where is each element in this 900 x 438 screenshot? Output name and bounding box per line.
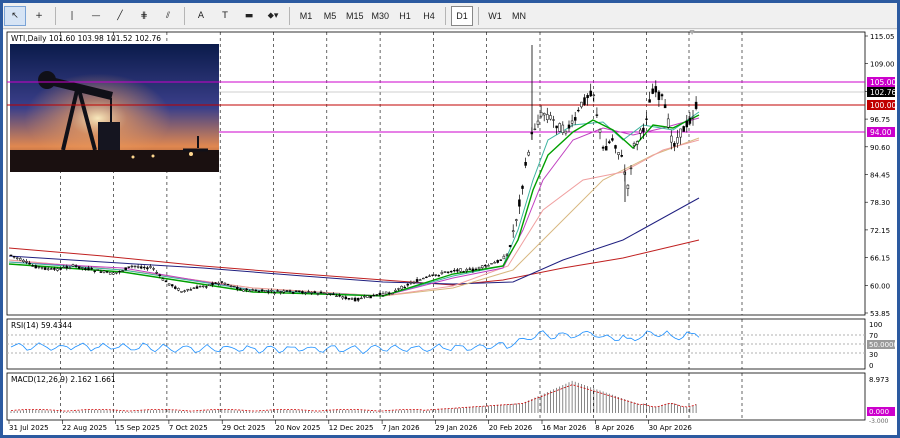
macd-signal-line: [10, 384, 697, 412]
candlesticks: [9, 45, 698, 303]
price-tick: 66.15: [870, 255, 890, 263]
price-axis[interactable]: 115.05109.00102.9596.7590.6084.4578.3072…: [865, 33, 895, 318]
timeframe-d1[interactable]: D1: [451, 5, 474, 26]
price-tick: 53.85: [870, 310, 890, 318]
timeframe-mn[interactable]: MN: [512, 10, 527, 21]
date-tick: 20 Nov 2025: [276, 424, 321, 432]
timeframe-m1[interactable]: M1: [299, 10, 313, 21]
label-icon[interactable]: T: [222, 10, 228, 21]
rsi-axis-0: 0: [869, 362, 873, 370]
price-tick: 96.75: [870, 116, 890, 124]
timeframe-m5[interactable]: M5: [323, 10, 337, 21]
label-94: 94.00: [870, 128, 892, 137]
date-tick: 7 Oct 2025: [169, 424, 208, 432]
price-tick: 109.00: [870, 61, 895, 69]
price-tick: 115.05: [870, 33, 895, 41]
fibonacci-icon[interactable]: ⋕: [140, 10, 148, 21]
macd-histogram: [10, 380, 697, 413]
price-tick: 90.60: [870, 144, 890, 152]
crosshair-icon[interactable]: +: [35, 10, 43, 21]
timeframe-m30[interactable]: M30: [371, 10, 390, 21]
label-105: 105.00: [870, 78, 896, 87]
rsi-pane[interactable]: RSI(14) 59.4344 100 70 50.0000 30 0: [6, 318, 898, 370]
price-pane-border: [6, 31, 866, 316]
rsi-header: RSI(14) 59.4344: [11, 321, 72, 330]
date-tick: 7 Jan 2026: [382, 424, 420, 432]
vertical-grid: [59, 32, 743, 420]
price-level-labels: 105.00 102.76 100.00 94.00: [867, 77, 896, 137]
macd-axis-zero: 0.000: [869, 408, 889, 416]
cursor-icon[interactable]: ↖: [4, 5, 26, 26]
date-tick: 8 Apr 2026: [595, 424, 634, 432]
rsi-axis-100: 100: [869, 321, 882, 329]
date-tick: 15 Sep 2025: [116, 424, 160, 432]
price-pane[interactable]: WTI,Daily 101.60 103.98 101.52 102.76 ▼: [6, 27, 866, 316]
trendline-icon[interactable]: ╱: [117, 10, 123, 21]
label-current-price: 102.76: [870, 88, 896, 97]
price-tick: 60.00: [870, 282, 890, 290]
date-tick: 30 Apr 2026: [649, 424, 693, 432]
toolbar-separator: [184, 6, 185, 25]
date-tick: 20 Feb 2026: [489, 424, 533, 432]
date-tick: 16 Mar 2026: [542, 424, 587, 432]
rsi-value-label: 50.0000: [869, 341, 897, 349]
date-tick: 29 Oct 2025: [222, 424, 265, 432]
vertical-line-icon[interactable]: |: [70, 10, 74, 21]
macd-header: MACD(12,26,9) 2.162 1.661: [11, 375, 116, 384]
horizontal-line-icon[interactable]: —: [91, 10, 101, 21]
chart-canvas[interactable]: WTI,Daily 101.60 103.98 101.52 102.76 ▼ …: [3, 27, 898, 435]
rectangle-icon[interactable]: ▬: [244, 10, 254, 21]
symbol-header: WTI,Daily 101.60 103.98 101.52 102.76: [11, 34, 161, 43]
rsi-axis-70: 70: [869, 332, 878, 340]
macd-axis-bottom: -3.000: [869, 418, 889, 425]
date-axis[interactable]: 31 Jul 2025 22 Aug 2025 15 Sep 2025 7 Oct 2…: [8, 420, 693, 432]
price-tick: 84.45: [870, 172, 890, 180]
price-tick: 78.30: [870, 199, 890, 207]
toolbar-separator: [445, 6, 447, 25]
macd-pane[interactable]: MACD(12,26,9) 2.162 1.661 8.973 0.000 -3…: [6, 372, 895, 425]
toolbar-separator: [289, 6, 290, 25]
rsi-axis-30: 30: [869, 351, 878, 359]
date-tick: 31 Jul 2025: [9, 424, 49, 432]
price-tick: 72.15: [870, 227, 890, 235]
toolbar-separator: [478, 6, 480, 25]
macd-axis-top: 8.973: [869, 376, 889, 384]
date-tick: 22 Aug 2025: [62, 424, 107, 432]
toolbar-separator: [55, 6, 56, 25]
timeframe-h1[interactable]: H1: [399, 10, 411, 21]
drawing-tools: ↖ + | — ╱ ⋕ ⫽ A T ▬ ⬥▾: [3, 5, 285, 26]
shapes-menu-icon[interactable]: ⬥▾: [267, 10, 279, 21]
channel-icon[interactable]: ⫽: [165, 10, 170, 21]
timeframe-bar: M1 M5 M15 M30 H1 H4 D1 W1 MN: [294, 5, 531, 26]
label-100: 100.00: [870, 101, 896, 110]
rsi-line: [10, 330, 700, 355]
date-tick: 29 Jan 2026: [435, 424, 478, 432]
toolbar: ↖ + | — ╱ ⋕ ⫽ A T ▬ ⬥▾ M1 M5 M15 M30 H1 H4 D1 W1 MN: [3, 3, 897, 29]
oil-pumpjack-image: [10, 44, 219, 172]
timeframe-h4[interactable]: H4: [423, 10, 435, 21]
chart-area[interactable]: WTI,Daily 101.60 103.98 101.52 102.76 ▼ …: [3, 27, 898, 435]
scroll-marker-icon[interactable]: ▼: [689, 27, 696, 36]
timeframe-w1[interactable]: W1: [488, 10, 502, 21]
date-tick: 12 Dec 2025: [329, 424, 374, 432]
timeframe-m15[interactable]: M15: [346, 10, 364, 21]
text-icon[interactable]: A: [197, 10, 205, 21]
